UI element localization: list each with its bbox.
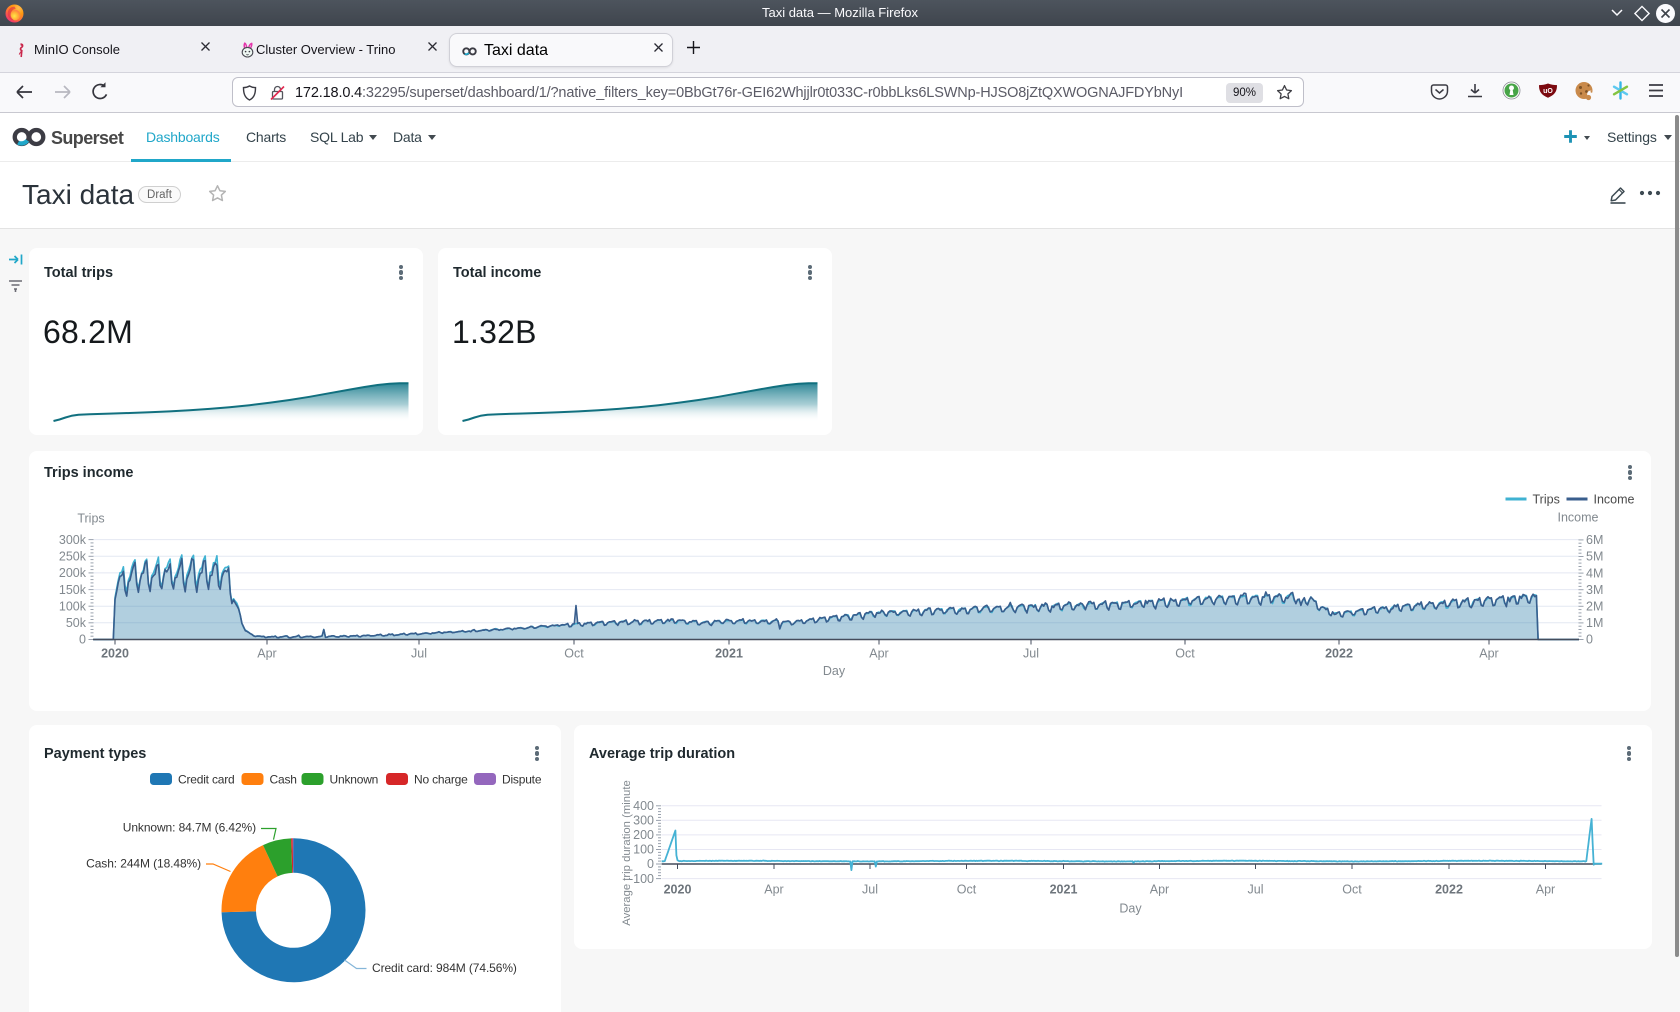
svg-text:6M: 6M: [1586, 533, 1603, 547]
svg-text:2022: 2022: [1325, 647, 1353, 661]
svg-text:Day: Day: [823, 664, 846, 678]
svg-text:3M: 3M: [1586, 583, 1603, 597]
svg-text:100k: 100k: [59, 599, 87, 613]
svg-text:Apr: Apr: [869, 647, 888, 661]
svg-text:Oct: Oct: [1175, 647, 1195, 661]
svg-text:Dispute: Dispute: [502, 773, 542, 787]
svg-text:Jul: Jul: [862, 883, 878, 897]
svg-text:100: 100: [633, 843, 654, 857]
svg-text:uO: uO: [1543, 88, 1553, 95]
svg-text:2021: 2021: [715, 647, 743, 661]
svg-text:Credit card: 984M (74.56%): Credit card: 984M (74.56%): [372, 961, 517, 975]
svg-text:Apr: Apr: [1150, 883, 1169, 897]
svg-text:Cash: 244M (18.48%): Cash: 244M (18.48%): [86, 857, 201, 871]
svg-text:Oct: Oct: [1342, 883, 1362, 897]
svg-text:200k: 200k: [59, 566, 87, 580]
svg-text:2020: 2020: [664, 883, 692, 897]
svg-text:150k: 150k: [59, 583, 87, 597]
svg-text:50k: 50k: [66, 616, 87, 630]
svg-text:0: 0: [1586, 633, 1593, 647]
svg-text:0: 0: [79, 633, 86, 647]
svg-text:Oct: Oct: [564, 647, 584, 661]
svg-text:2020: 2020: [101, 647, 129, 661]
svg-text:Jul: Jul: [1248, 883, 1264, 897]
svg-text:Day: Day: [1119, 902, 1142, 916]
svg-text:200: 200: [633, 828, 654, 842]
svg-text:Average trip duration (minute: Average trip duration (minute: [621, 780, 633, 925]
svg-text:Apr: Apr: [1479, 647, 1498, 661]
svg-text:1M: 1M: [1586, 616, 1603, 630]
svg-text:5M: 5M: [1586, 550, 1603, 564]
svg-text:Apr: Apr: [257, 647, 276, 661]
svg-text:-100: -100: [629, 872, 654, 886]
svg-text:Jul: Jul: [411, 647, 427, 661]
svg-text:0: 0: [647, 857, 654, 871]
svg-text:Income: Income: [1558, 511, 1599, 525]
svg-text:Apr: Apr: [764, 883, 783, 897]
svg-text:Cash: Cash: [270, 773, 297, 787]
svg-text:Trips: Trips: [1533, 493, 1560, 507]
svg-text:400: 400: [633, 799, 654, 813]
svg-text:2022: 2022: [1435, 883, 1463, 897]
svg-text:No charge: No charge: [414, 773, 468, 787]
svg-text:Income: Income: [1594, 493, 1635, 507]
svg-text:2M: 2M: [1586, 600, 1603, 614]
svg-text:4M: 4M: [1586, 566, 1603, 580]
svg-text:Unknown: 84.7M (6.42%): Unknown: 84.7M (6.42%): [123, 821, 256, 835]
svg-text:2021: 2021: [1050, 883, 1078, 897]
svg-text:Unknown: Unknown: [330, 773, 379, 787]
svg-text:Apr: Apr: [1536, 883, 1555, 897]
svg-text:250k: 250k: [59, 550, 87, 564]
svg-text:300: 300: [633, 814, 654, 828]
svg-text:Credit card: Credit card: [178, 773, 235, 787]
svg-text:Oct: Oct: [957, 883, 977, 897]
svg-text:Trips: Trips: [77, 512, 104, 526]
svg-text:Jul: Jul: [1023, 647, 1039, 661]
svg-text:300k: 300k: [59, 533, 87, 547]
